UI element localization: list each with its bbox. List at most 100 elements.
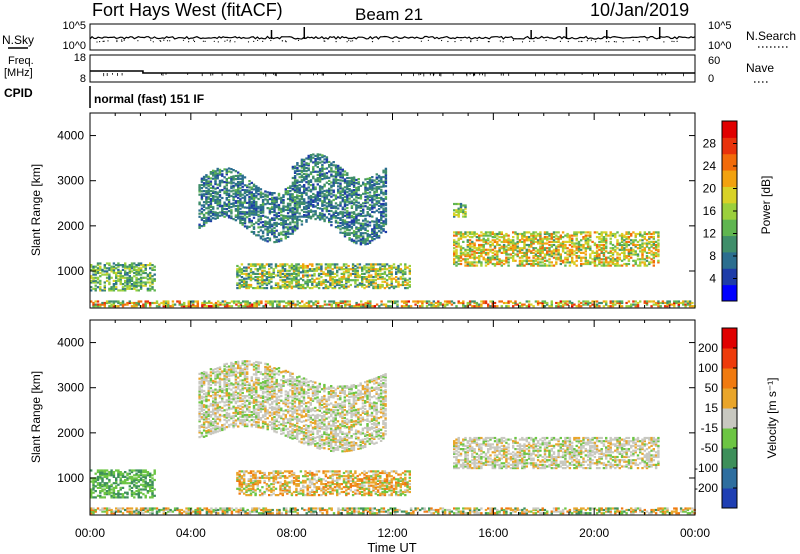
data-cell — [327, 269, 330, 272]
data-cell — [602, 251, 606, 254]
search-noise-dot — [217, 41, 219, 43]
data-cell — [539, 251, 542, 254]
data-cell — [532, 231, 535, 234]
data-cell — [259, 226, 263, 229]
data-cell — [318, 188, 322, 191]
data-cell — [530, 250, 533, 253]
data-cell — [271, 210, 274, 214]
data-cell — [250, 181, 253, 184]
data-cell — [457, 300, 460, 303]
data-cell — [239, 191, 242, 195]
data-cell — [555, 234, 558, 237]
data-cell — [237, 300, 240, 303]
data-cell — [404, 277, 407, 280]
data-cell — [271, 206, 274, 209]
data-cell — [279, 276, 282, 279]
data-cell — [207, 218, 210, 221]
data-cell — [564, 264, 567, 267]
data-cell — [338, 287, 341, 290]
data-cell — [352, 203, 356, 206]
data-cell — [376, 287, 380, 290]
data-cell — [534, 240, 538, 243]
data-cell — [314, 188, 317, 191]
data-cell — [108, 276, 111, 279]
data-cell — [103, 469, 106, 472]
data-cell — [124, 262, 127, 265]
data-cell — [203, 300, 206, 303]
data-cell — [272, 269, 275, 272]
data-cell — [333, 266, 337, 269]
search-noise-dot — [638, 41, 641, 43]
data-cell — [202, 194, 206, 197]
data-cell — [380, 190, 383, 193]
data-cell — [312, 183, 315, 186]
data-cell — [105, 271, 109, 275]
data-cell — [265, 272, 269, 275]
data-cell — [366, 206, 369, 209]
data-cell — [205, 189, 208, 193]
data-cell — [459, 207, 463, 210]
data-cell — [286, 207, 290, 210]
data-cell — [358, 276, 362, 279]
data-cell — [546, 231, 549, 234]
data-cell — [397, 268, 400, 271]
data-cell — [291, 199, 295, 202]
data-cell — [339, 201, 342, 204]
data-cell — [686, 301, 690, 305]
data-cell — [239, 215, 242, 218]
data-cell — [455, 210, 458, 213]
data-cell — [272, 272, 275, 275]
data-cell — [187, 305, 190, 308]
data-cell — [259, 229, 263, 232]
data-cell — [657, 305, 660, 308]
data-cell — [291, 181, 295, 184]
data-cell — [516, 232, 519, 236]
data-cell — [509, 245, 513, 248]
data-cell — [369, 300, 372, 303]
data-cell — [286, 287, 289, 290]
data-cell — [355, 234, 358, 237]
data-cell — [200, 180, 204, 183]
data-cell — [346, 197, 349, 200]
data-cell — [505, 240, 508, 243]
data-cell — [321, 155, 324, 159]
data-cell — [128, 268, 131, 271]
data-cell — [317, 277, 321, 280]
data-cell — [377, 211, 381, 214]
data-cell — [352, 215, 356, 219]
data-cell — [241, 185, 244, 188]
data-cell — [291, 165, 295, 168]
data-cell — [214, 200, 217, 203]
data-cell — [530, 242, 533, 245]
search-noise-dot — [580, 40, 582, 42]
data-cell — [209, 205, 213, 208]
data-cell — [216, 167, 219, 170]
data-cell — [263, 287, 266, 290]
data-cell — [464, 264, 467, 267]
data-cell — [473, 231, 476, 234]
data-cell — [252, 196, 256, 199]
data-cell — [595, 303, 599, 306]
data-cell — [250, 196, 253, 199]
data-cell — [236, 264, 239, 268]
search-noise-dot — [615, 41, 617, 43]
data-cell — [343, 186, 347, 189]
data-cell — [135, 303, 138, 306]
data-cell — [209, 210, 213, 213]
data-cell — [605, 240, 608, 243]
data-cell — [381, 268, 384, 271]
data-cell — [318, 212, 322, 215]
data-cell — [307, 157, 310, 161]
data-cell — [234, 174, 238, 178]
data-cell — [271, 225, 274, 228]
data-cell — [478, 236, 481, 239]
data-cell — [350, 195, 354, 198]
data-cell — [636, 240, 640, 243]
data-cell — [266, 195, 269, 199]
data-cell — [385, 268, 389, 271]
data-cell — [480, 251, 483, 254]
data-cell — [92, 276, 95, 279]
data-cell — [307, 195, 310, 198]
data-cell — [571, 256, 574, 259]
data-cell — [580, 231, 583, 234]
